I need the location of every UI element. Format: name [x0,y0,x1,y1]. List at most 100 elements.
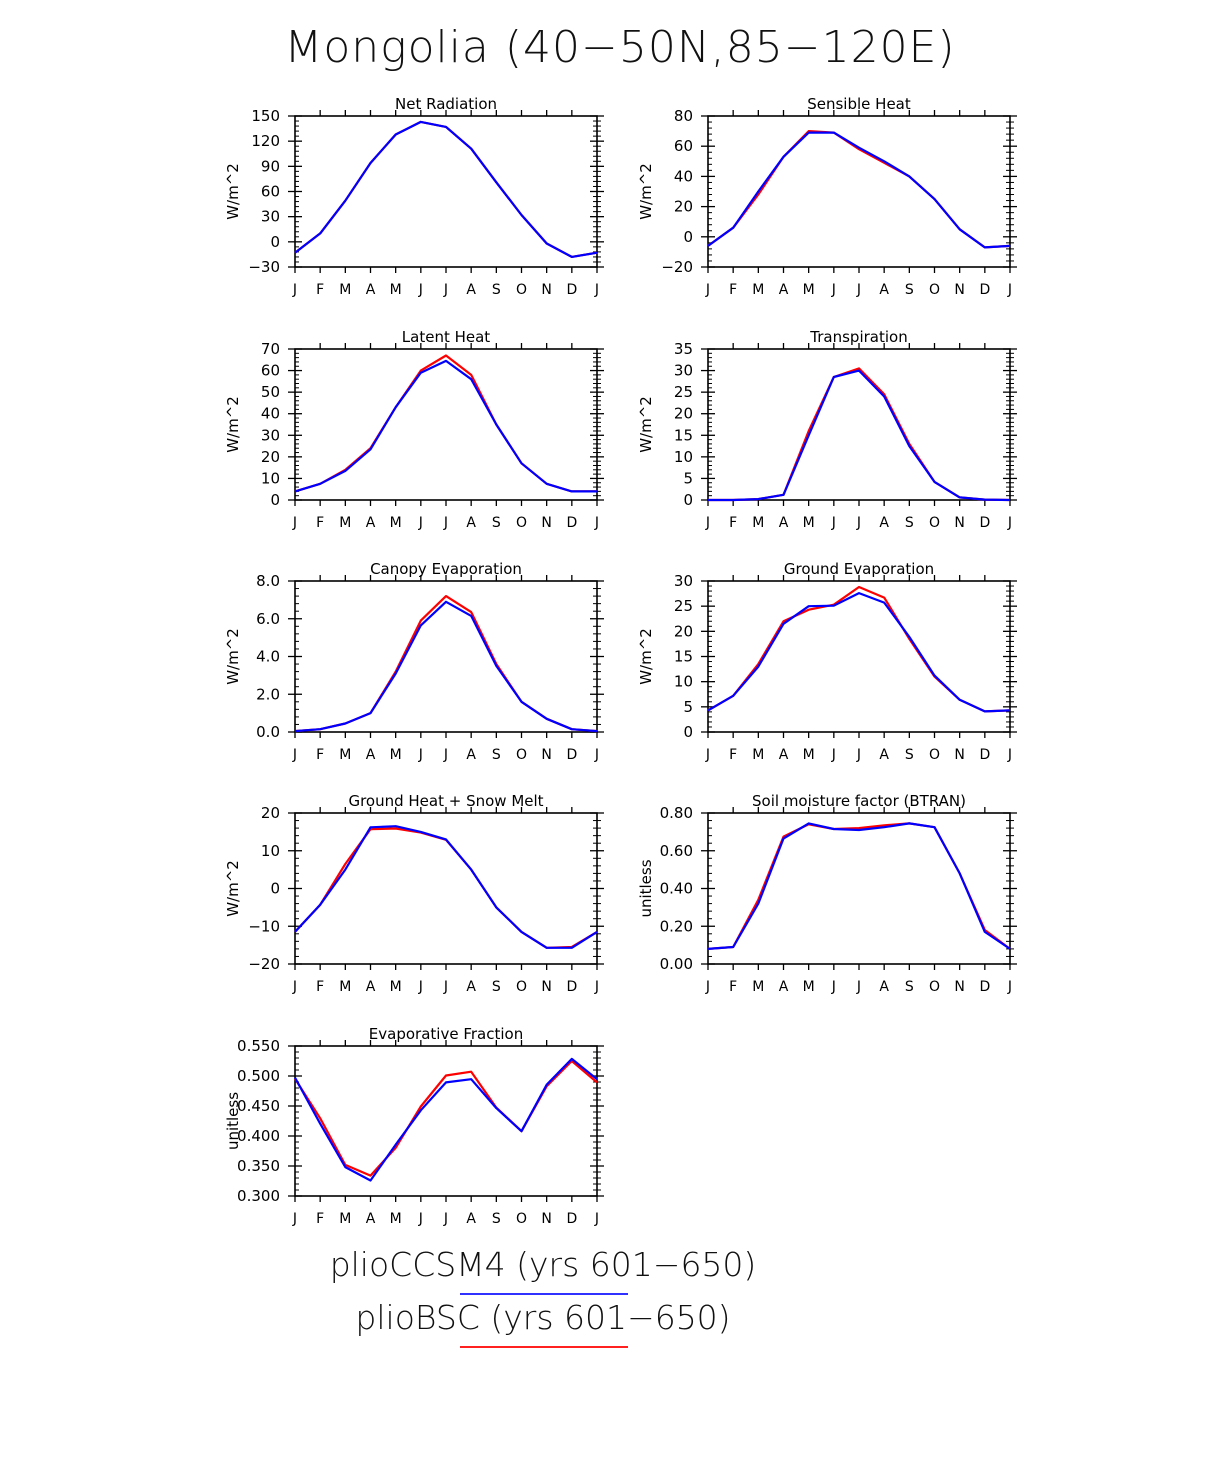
y-tick-label: 0.0 [256,723,280,741]
x-tick-label: O [929,282,940,298]
x-tick-label: O [516,515,527,531]
y-tick-label: 0 [270,491,280,509]
panel-title: Soil moisture factor (BTRAN) [752,792,966,810]
figure-title: Mongolia (40−50N,85−120E) [284,22,956,73]
x-tick-label: S [492,747,501,763]
series-line-plioccsm4 [294,825,598,949]
series-line-plioccsm4 [707,822,1011,950]
panel-title: Ground Heat + Snow Melt [348,792,543,810]
series-line-plioccsm4 [294,359,597,493]
series-line-pliobsc [294,827,598,949]
x-tick-label: S [492,515,501,531]
x-tick-label: O [516,1211,527,1227]
y-tick-label: 120 [251,132,280,150]
x-tick-label: M [803,282,815,298]
x-tick-label: A [779,282,789,298]
x-tick-label: F [316,747,324,763]
x-tick-label: F [316,979,324,995]
x-tick-label: M [752,747,764,763]
y-tick-label: 10 [261,842,280,860]
x-tick-label: S [905,747,914,763]
series-line-plioccsm4 [294,600,598,733]
x-tick-label: J [443,979,448,995]
x-tick-label: M [390,282,402,298]
x-tick-label: D [566,1211,577,1227]
y-axis-label: unitless [224,1092,242,1150]
y-tick-label: 20 [674,405,693,423]
x-tick-label: D [566,747,577,763]
y-tick-label: 8.0 [256,572,280,590]
panel-title: Ground Evaporation [784,560,934,578]
x-tick-label: A [879,747,889,763]
y-tick-label: 15 [674,426,693,444]
y-tick-label: 10 [674,673,693,691]
x-tick-label: N [541,747,551,763]
plot-frame [294,1045,598,1197]
x-tick-label: J [856,747,861,763]
y-tick-label: 30 [674,362,693,380]
y-tick-label: 0 [270,233,280,251]
x-tick-label: J [292,979,297,995]
panel-title: Canopy Evaporation [370,560,522,578]
x-tick-label: M [390,515,402,531]
x-tick-label: O [929,747,940,763]
series-line-pliobsc [294,120,598,258]
x-tick-label: A [466,747,476,763]
x-tick-label: A [879,515,889,531]
x-tick-label: D [979,747,990,763]
y-tick-label: 50 [261,383,280,401]
x-tick-label: M [339,979,351,995]
x-tick-label: F [729,515,737,531]
x-tick-label: J [594,747,599,763]
series-line-plioccsm4 [708,369,1011,502]
x-tick-label: S [905,282,914,298]
x-tick-label: D [566,282,577,298]
x-tick-label: J [831,979,836,995]
x-tick-label: N [541,1211,551,1227]
y-tick-label: 0.60 [660,842,693,860]
y-tick-label: 0.80 [660,804,693,822]
x-tick-label: A [779,979,789,995]
y-tick-label: 4.0 [256,648,280,666]
x-tick-label: A [879,979,889,995]
plot-frame [294,812,598,965]
x-tick-label: A [366,515,376,531]
x-tick-label: M [339,1211,351,1227]
y-tick-label: 25 [674,383,693,401]
x-tick-label: J [443,747,448,763]
y-tick-label: 35 [674,340,693,358]
x-tick-label: D [566,515,577,531]
y-tick-label: 30 [674,572,693,590]
y-tick-label: 0.400 [237,1127,280,1145]
y-axis-label: W/m^2 [637,628,655,685]
x-tick-label: J [418,282,423,298]
x-tick-label: J [443,282,448,298]
x-tick-label: J [594,282,599,298]
x-tick-label: S [492,1211,501,1227]
y-tick-label: 0.20 [660,917,693,935]
plot-frame [294,348,598,501]
x-tick-label: J [292,515,297,531]
y-tick-label: −10 [248,917,280,935]
x-tick-label: O [929,979,940,995]
x-tick-label: M [752,282,764,298]
y-tick-label: 20 [674,198,693,216]
y-tick-label: 20 [674,622,693,640]
x-tick-label: J [705,282,710,298]
y-tick-label: −30 [248,258,280,276]
x-tick-label: F [316,1211,324,1227]
series-line-pliobsc [294,354,597,493]
y-tick-label: 60 [261,183,280,201]
panel-title: Evaporative Fraction [369,1025,523,1043]
x-tick-label: A [466,282,476,298]
x-tick-label: J [831,747,836,763]
x-tick-label: J [292,1211,297,1227]
y-tick-label: 0.300 [237,1187,280,1205]
x-tick-label: M [390,747,402,763]
y-tick-label: 60 [674,137,693,155]
panel-3: J F M A M J J A S O N D J05101520253035Transpiration… [637,328,1017,531]
